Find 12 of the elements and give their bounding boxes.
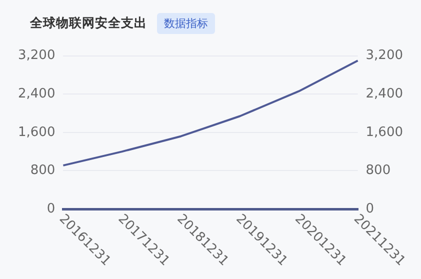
chart-title: 全球物联网安全支出	[30, 15, 147, 32]
y-tick-label: 2,400	[18, 86, 56, 102]
y2-tick-label: 800	[366, 163, 391, 178]
y2-tick-label: 1,600	[366, 124, 403, 140]
y-tick-label: 3,200	[18, 48, 56, 64]
y-tick-label: 800	[30, 163, 56, 178]
y-tick-label: 0	[46, 201, 56, 216]
y2-tick-label: 2,400	[366, 86, 403, 102]
y-tick-label: 1,600	[18, 124, 56, 140]
y2-tick-label: 3,200	[366, 48, 403, 64]
chart-subtitle: 数据指标	[157, 13, 215, 34]
y2-tick-label: 0	[366, 201, 374, 216]
